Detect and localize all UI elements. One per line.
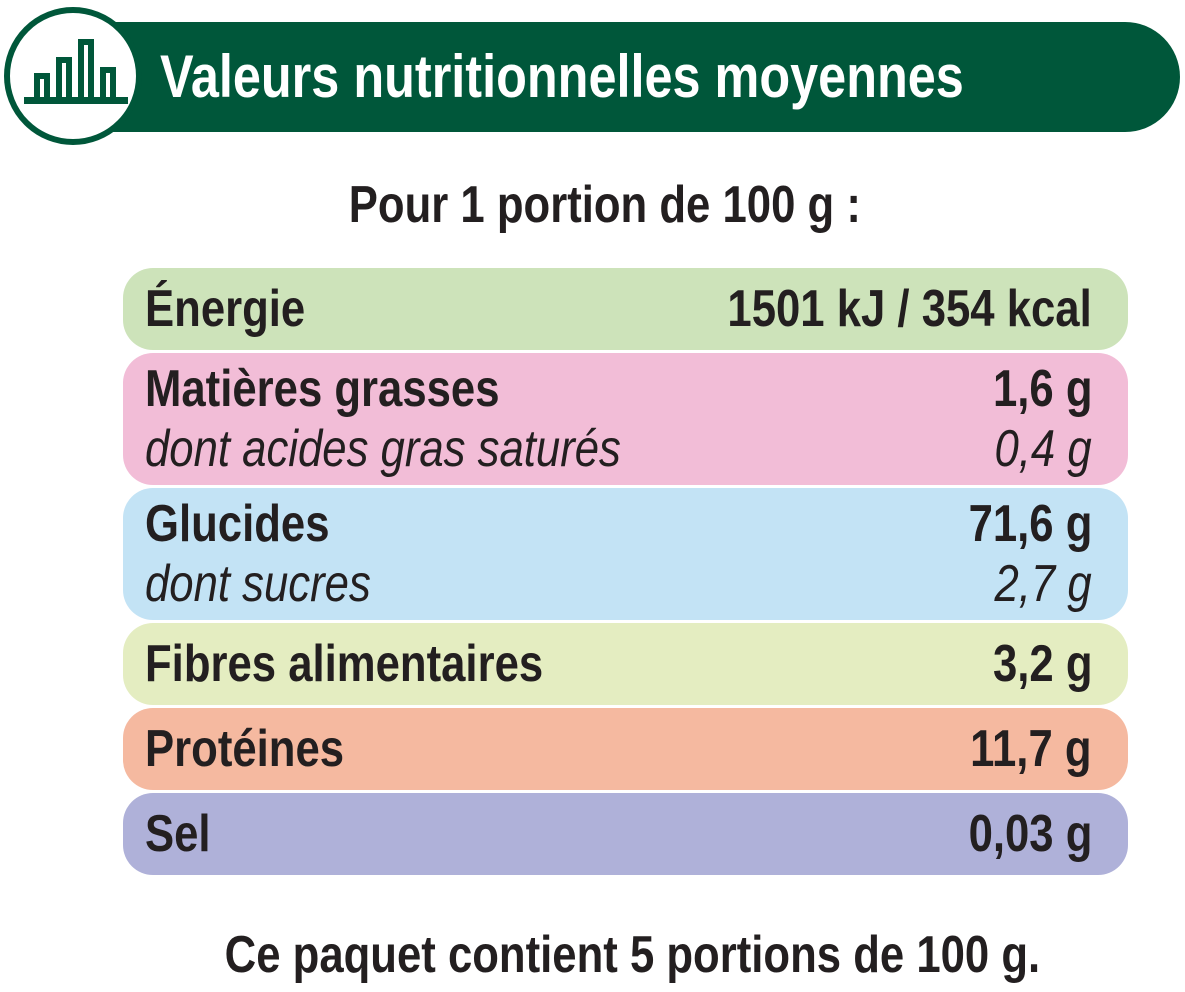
nutrient-row: Glucides 71,6 g dont sucres 2,7 g: [123, 488, 1128, 620]
header-banner: [60, 22, 1180, 132]
nutrient-row: Matières grasses 1,6 g dont acides gras sa…: [123, 353, 1128, 485]
sub-nutrient-line: dont acides gras saturés 0,4 g: [145, 419, 1092, 479]
nutrient-line: Sel 0,03 g: [145, 804, 1092, 864]
nutrient-row: Protéines 11,7 g: [123, 708, 1128, 790]
nutrient-line: Énergie 1501 kJ / 354 kcal: [145, 279, 1092, 339]
nutrient-label: Protéines: [145, 720, 345, 778]
nutrient-value: 3,2 g: [992, 635, 1092, 693]
nutrient-line: Matières grasses 1,6 g: [145, 359, 1092, 419]
nutrient-value: 0,03 g: [968, 805, 1092, 863]
sub-nutrient-value: 2,7 g: [994, 555, 1092, 613]
title: Valeurs nutritionnelles moyennes: [160, 22, 1117, 132]
nutrient-line: Protéines 11,7 g: [145, 719, 1092, 779]
nutrient-label: Glucides: [145, 495, 330, 553]
nutrient-row: Sel 0,03 g: [123, 793, 1128, 875]
subtitle: Pour 1 portion de 100 g :: [0, 172, 1185, 238]
nutrition-table: Énergie 1501 kJ / 354 kcal Matières grasse…: [123, 268, 1128, 875]
title-text: Valeurs nutritionnelles moyennes: [160, 43, 964, 110]
nutrient-row: Énergie 1501 kJ / 354 kcal: [123, 268, 1128, 350]
nutrient-line: Fibres alimentaires 3,2 g: [145, 634, 1092, 694]
icon-bars: [24, 39, 128, 104]
sub-nutrient-value: 0,4 g: [994, 420, 1092, 478]
chart-icon: [4, 7, 142, 145]
icon-circle: [4, 7, 142, 145]
nutrient-label: Sel: [145, 805, 211, 863]
nutrient-row: Fibres alimentaires 3,2 g: [123, 623, 1128, 705]
sub-nutrient-line: dont sucres 2,7 g: [145, 554, 1092, 614]
nutrient-label: Fibres alimentaires: [145, 635, 544, 693]
nutrient-line: Glucides 71,6 g: [145, 494, 1092, 554]
sub-nutrient-label: dont sucres: [145, 555, 371, 613]
nutrient-label: Énergie: [145, 280, 306, 338]
footer-text: Ce paquet contient 5 portions de 100 g.: [224, 926, 1041, 984]
subtitle-text: Pour 1 portion de 100 g :: [348, 176, 862, 234]
nutrient-value: 1,6 g: [992, 360, 1092, 418]
footer: Ce paquet contient 5 portions de 100 g.: [0, 922, 1185, 988]
nutrient-value: 1501 kJ / 354 kcal: [727, 280, 1092, 338]
nutrient-value: 71,6 g: [968, 495, 1092, 553]
nutrient-label: Matières grasses: [145, 360, 500, 418]
sub-nutrient-label: dont acides gras saturés: [145, 420, 621, 478]
nutrient-value: 11,7 g: [970, 720, 1092, 778]
